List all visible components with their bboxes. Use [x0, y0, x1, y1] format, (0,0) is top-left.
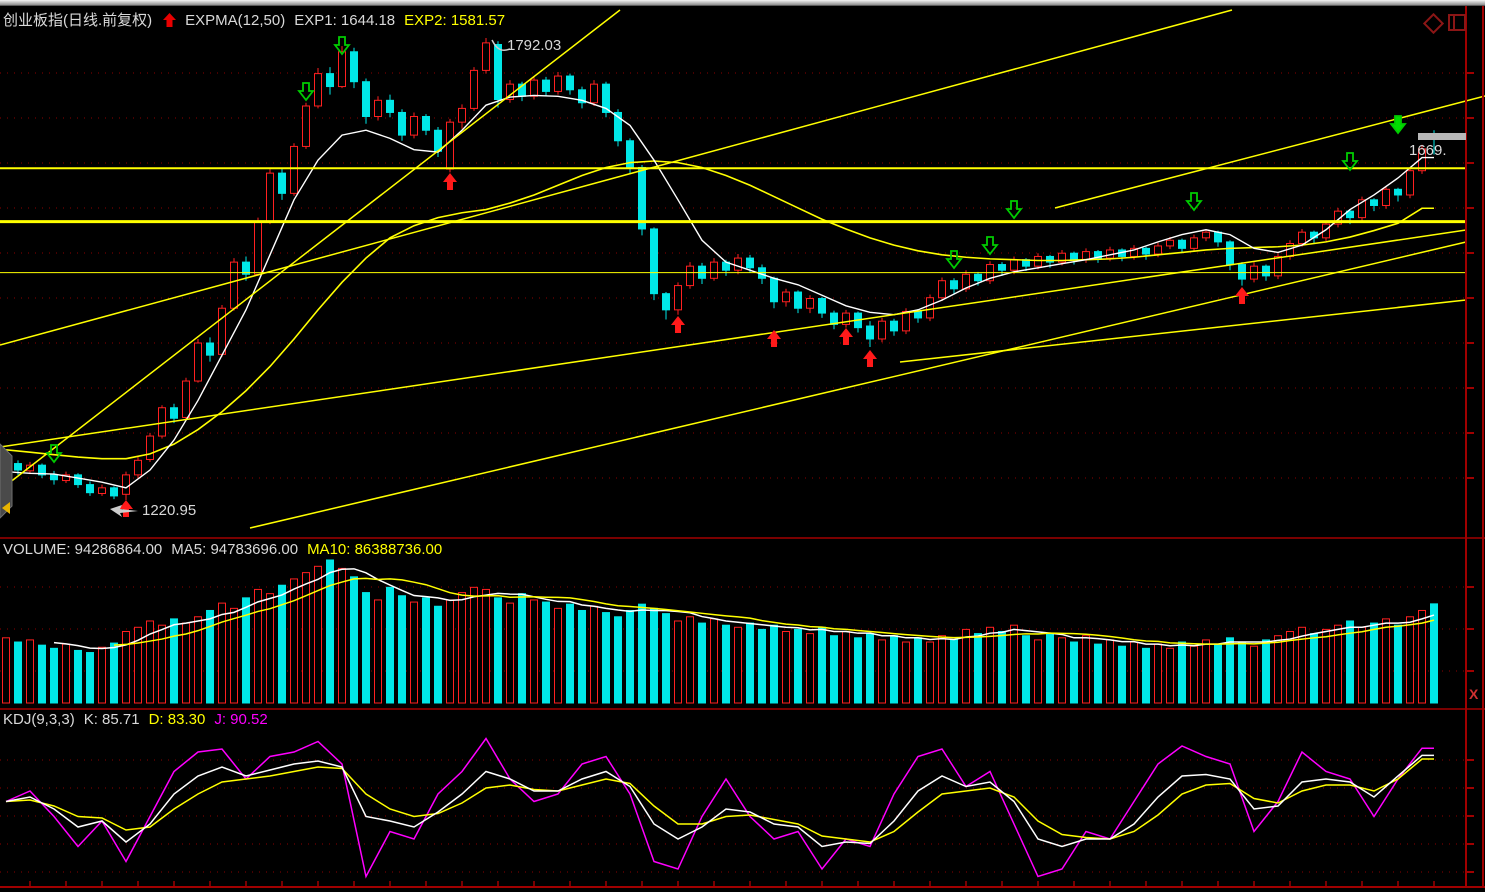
- sell-signal-arrow: [945, 250, 963, 270]
- buy-signal-arrow: [671, 316, 685, 333]
- sell-signal-arrow: [1005, 200, 1023, 220]
- last-price-label: 1669.: [1409, 142, 1447, 159]
- sell-signal-arrow: [333, 36, 351, 56]
- symbol-title: 创业板指(日线.前复权): [3, 12, 153, 29]
- indicator-label: EXPMA(12,50): [185, 12, 286, 29]
- volume-header: VOLUME: 94286864.00 MA5: 94783696.00 MA10:…: [3, 541, 451, 558]
- kdj-k-value: K: 85.71: [83, 711, 140, 728]
- exp2-value: EXP2: 1581.57: [404, 12, 506, 29]
- kdj-j-value: J: 90.52: [214, 711, 268, 728]
- sell-signal-arrow: [1389, 115, 1407, 135]
- volume-ma10-value: MA10: 86388736.00: [307, 541, 443, 558]
- volume-value: VOLUME: 94286864.00: [3, 541, 163, 558]
- buy-signal-arrow: [119, 500, 133, 517]
- restore-window-icon[interactable]: [1448, 14, 1466, 31]
- low-price-annotation: 1220.95: [142, 502, 197, 519]
- volume-ma5-value: MA5: 94783696.00: [171, 541, 299, 558]
- main-chart-header: 创业板指(日线.前复权) EXPMA(12,50) EXP1: 1644.18 EXP…: [3, 9, 514, 30]
- buy-signal-arrow: [839, 328, 853, 345]
- collapse-left-icon: [2, 502, 10, 514]
- last-price-marker: [1418, 133, 1466, 140]
- sell-signal-arrow: [981, 236, 999, 256]
- kdj-indicator-label: KDJ(9,3,3): [3, 711, 75, 728]
- exp1-value: EXP1: 1644.18: [294, 12, 396, 29]
- left-edge-tab[interactable]: [0, 443, 13, 519]
- high-price-annotation: 1792.03: [507, 37, 562, 54]
- restore-window-icon-divider: [1453, 16, 1455, 29]
- sell-signal-arrow: [297, 82, 315, 102]
- close-indicator-button[interactable]: X: [1469, 686, 1479, 702]
- sell-signal-arrow: [1341, 152, 1359, 172]
- buy-signal-arrow: [863, 350, 877, 367]
- buy-signal-arrow: [443, 173, 457, 190]
- up-arrow-red-icon: [163, 13, 177, 27]
- buy-signal-arrow: [1235, 287, 1249, 304]
- kdj-header: KDJ(9,3,3) K: 85.71 D: 83.30 J: 90.52: [3, 711, 277, 728]
- sell-signal-arrow: [45, 444, 63, 464]
- low-pointer-icon: [110, 505, 138, 517]
- window-title-strip: [0, 0, 1485, 6]
- kdj-d-value: D: 83.30: [148, 711, 206, 728]
- buy-signal-arrow: [767, 330, 781, 347]
- sell-signal-arrow: [1185, 192, 1203, 212]
